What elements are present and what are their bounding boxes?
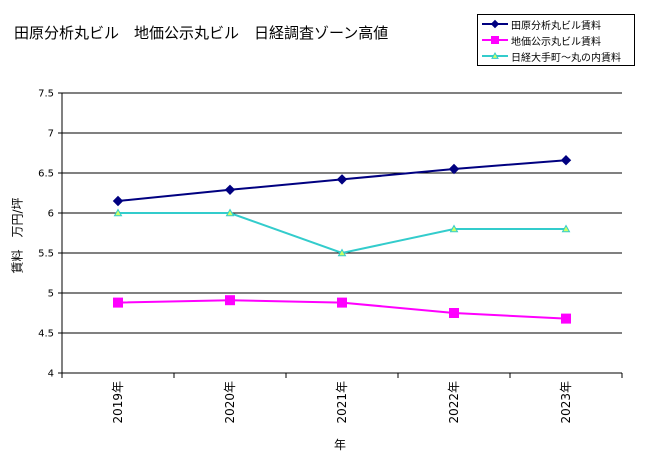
legend-item-1: 地価公示丸ビル賃料 (482, 33, 601, 48)
legend-label-1: 地価公示丸ビル賃料 (511, 36, 601, 48)
y-tick-label-0: 4 (48, 369, 54, 380)
series-2-point-1 (225, 208, 235, 217)
legend-item-0: 田原分析丸ビル賃料 (482, 17, 601, 32)
x-tick-label-1: 2020年 (223, 381, 237, 424)
tick-label-layer: 4 4.5 5 5.5 6 6.5 7 7.5 2019年 2020年 2021年 2022年 2023… (38, 89, 573, 424)
series-2-point-2 (337, 248, 347, 257)
y-tick-label-3: 5.5 (38, 249, 54, 260)
series-0-point-3 (448, 163, 460, 175)
y-axis-label: 賃料 万円/坪 (10, 196, 25, 274)
legend-label-0: 田原分析丸ビル賃料 (511, 20, 601, 32)
x-tick-label-4: 2023年 (559, 381, 573, 424)
series-1-point-3 (449, 308, 459, 318)
y-tick-label-6: 7 (48, 129, 54, 140)
x-tick-label-3: 2022年 (447, 381, 461, 424)
series-2-point-4 (561, 224, 571, 233)
x-tick-label-2: 2021年 (335, 381, 349, 424)
series-1-point-1 (225, 295, 235, 306)
legend-swatch-0 (482, 19, 508, 29)
series-line-2 (118, 212, 566, 255)
series-0-point-1 (224, 184, 236, 196)
series-2-point-0 (113, 208, 123, 217)
series-layer (112, 154, 572, 324)
legend-item-2: 日経大手町～丸の内賃料 (482, 49, 621, 64)
series-0-point-0 (112, 195, 124, 207)
y-tick-label-5: 6.5 (38, 169, 54, 180)
x-tick-label-0: 2019年 (111, 381, 125, 424)
series-1-point-2 (337, 297, 347, 308)
y-tick-label-1: 4.5 (38, 329, 54, 340)
y-tick-label-2: 5 (48, 289, 54, 300)
x-axis-label: 年 (333, 438, 346, 452)
series-1-point-4 (561, 313, 571, 324)
legend-swatch-2 (482, 51, 508, 59)
series-2-point-3 (449, 224, 459, 233)
y-tick-label-7: 7.5 (38, 89, 54, 100)
legend-swatch-1 (482, 36, 508, 44)
legend-swatch-marker-2 (491, 51, 499, 59)
legend-swatch-marker-1 (491, 36, 499, 44)
y-tick-label-4: 6 (48, 209, 54, 220)
series-0-point-4 (560, 154, 572, 166)
legend: 田原分析丸ビル賃料 地価公示丸ビル賃料日経大手町～丸の内賃料 (477, 14, 635, 66)
legend-swatch-marker-0 (490, 19, 500, 29)
series-1-point-0 (113, 297, 123, 308)
legend-label-2: 日経大手町～丸の内賃料 (511, 52, 621, 64)
axis-layer (58, 92, 623, 378)
series-0-point-2 (336, 174, 348, 185)
chart-title: 田原分析丸ビル 地価公示丸ビル 日経調査ゾーン高値 (14, 24, 389, 42)
